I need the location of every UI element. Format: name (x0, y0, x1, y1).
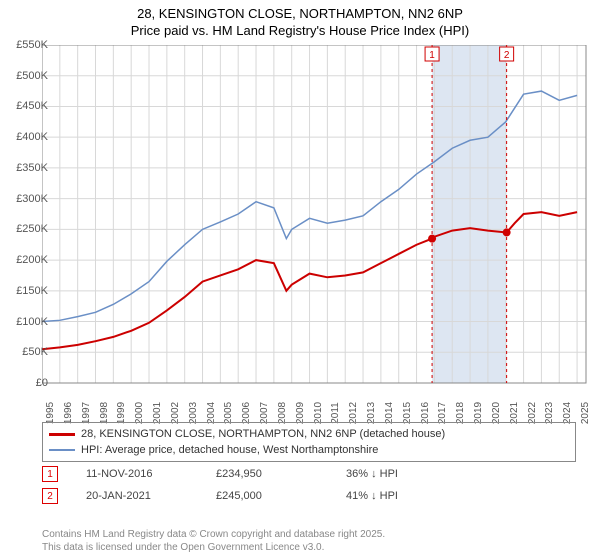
transaction-row-1: 1 11-NOV-2016 £234,950 36% ↓ HPI (42, 465, 476, 483)
legend-row-2: HPI: Average price, detached house, West… (49, 442, 569, 458)
x-tick-label: 2018 (455, 402, 466, 424)
transaction-date-2: 20-JAN-2021 (86, 490, 216, 502)
x-tick-label: 1998 (99, 402, 110, 424)
x-tick-label: 2020 (491, 402, 502, 424)
footer-attribution: Contains HM Land Registry data © Crown c… (42, 528, 385, 554)
x-tick-label: 2005 (223, 402, 234, 424)
x-tick-label: 2023 (544, 402, 555, 424)
y-tick-label: £150K (16, 285, 48, 297)
y-tick-label: £250K (16, 223, 48, 235)
x-tick-label: 2006 (241, 402, 252, 424)
x-tick-label: 2012 (348, 402, 359, 424)
legend-label-2: HPI: Average price, detached house, West… (81, 444, 378, 456)
transaction-price-1: £234,950 (216, 468, 346, 480)
transaction-date-1: 11-NOV-2016 (86, 468, 216, 480)
legend-swatch-price-paid (49, 433, 75, 436)
transaction-delta-1: 36% ↓ HPI (346, 468, 476, 480)
y-tick-label: £400K (16, 131, 48, 143)
transaction-row-2: 2 20-JAN-2021 £245,000 41% ↓ HPI (42, 487, 476, 505)
legend-label-1: 28, KENSINGTON CLOSE, NORTHAMPTON, NN2 6… (81, 428, 445, 440)
transaction-marker-2: 2 (42, 488, 58, 504)
legend: 28, KENSINGTON CLOSE, NORTHAMPTON, NN2 6… (42, 422, 576, 462)
legend-swatch-hpi (49, 449, 75, 451)
chart-title: 28, KENSINGTON CLOSE, NORTHAMPTON, NN2 6… (0, 0, 600, 40)
x-tick-label: 1997 (81, 402, 92, 424)
y-tick-label: £0 (36, 377, 48, 389)
chart-plot-area: 12 (42, 45, 590, 415)
transaction-price-2: £245,000 (216, 490, 346, 502)
svg-text:2: 2 (504, 50, 510, 61)
y-tick-label: £550K (16, 39, 48, 51)
title-line-2: Price paid vs. HM Land Registry's House … (131, 23, 469, 38)
x-tick-label: 2010 (313, 402, 324, 424)
chart-container: 28, KENSINGTON CLOSE, NORTHAMPTON, NN2 6… (0, 0, 600, 560)
y-tick-label: £50K (22, 346, 48, 358)
x-tick-label: 2003 (188, 402, 199, 424)
y-tick-label: £200K (16, 254, 48, 266)
x-tick-label: 2004 (206, 402, 217, 424)
x-tick-label: 2007 (259, 402, 270, 424)
x-tick-label: 2024 (562, 402, 573, 424)
transaction-delta-2: 41% ↓ HPI (346, 490, 476, 502)
x-tick-label: 2016 (420, 402, 431, 424)
transaction-marker-1: 1 (42, 466, 58, 482)
x-tick-label: 1999 (116, 402, 127, 424)
legend-row-1: 28, KENSINGTON CLOSE, NORTHAMPTON, NN2 6… (49, 426, 569, 442)
x-tick-label: 2009 (295, 402, 306, 424)
y-tick-label: £100K (16, 316, 48, 328)
y-tick-label: £450K (16, 100, 48, 112)
x-tick-label: 2017 (437, 402, 448, 424)
svg-text:1: 1 (429, 50, 435, 61)
footer-line-1: Contains HM Land Registry data © Crown c… (42, 529, 385, 540)
x-tick-label: 2025 (580, 402, 591, 424)
x-tick-label: 2008 (277, 402, 288, 424)
x-tick-label: 1996 (63, 402, 74, 424)
x-tick-label: 2014 (384, 402, 395, 424)
title-line-1: 28, KENSINGTON CLOSE, NORTHAMPTON, NN2 6… (137, 6, 463, 21)
x-tick-label: 2022 (527, 402, 538, 424)
footer-line-2: This data is licensed under the Open Gov… (42, 542, 324, 553)
y-tick-label: £350K (16, 162, 48, 174)
x-tick-label: 2015 (402, 402, 413, 424)
x-tick-label: 2021 (509, 402, 520, 424)
x-tick-label: 2013 (366, 402, 377, 424)
x-tick-label: 1995 (45, 402, 56, 424)
x-tick-label: 2019 (473, 402, 484, 424)
x-tick-label: 2001 (152, 402, 163, 424)
x-tick-label: 2002 (170, 402, 181, 424)
y-tick-label: £500K (16, 70, 48, 82)
x-tick-label: 2000 (134, 402, 145, 424)
transaction-table: 1 11-NOV-2016 £234,950 36% ↓ HPI 2 20-JA… (42, 465, 476, 509)
chart-svg: 12 (42, 45, 590, 415)
y-tick-label: £300K (16, 193, 48, 205)
x-tick-label: 2011 (330, 402, 341, 424)
